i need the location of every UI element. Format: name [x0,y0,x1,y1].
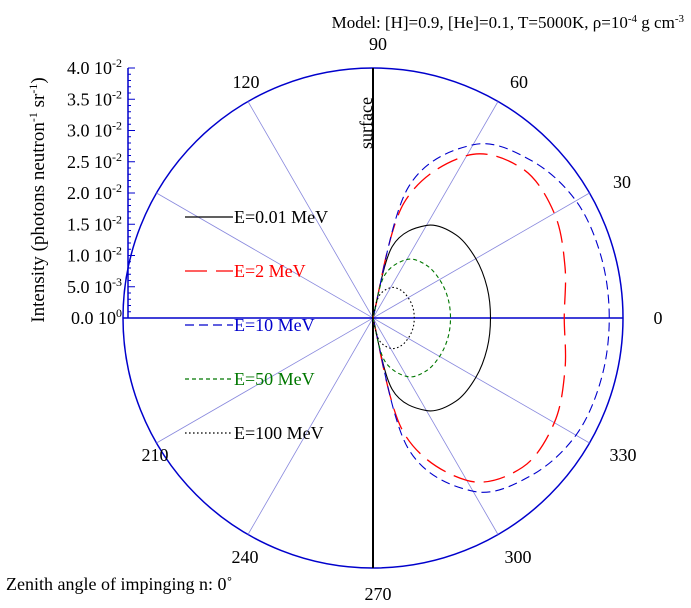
legend-label-1: E=2 MeV [234,261,306,281]
angle-label-120: 120 [233,72,260,92]
radial-tick-label: 1.0 10-2 [67,244,122,266]
angle-label-240: 240 [232,547,259,567]
series-curve-4 [372,286,415,350]
radial-tick-label: 1.5 10-2 [67,212,122,234]
zenith-angle-footer: Zenith angle of impinging n: 0˚ [6,574,232,594]
angle-label-60: 60 [510,72,528,92]
angle-label-210: 210 [142,445,169,465]
legend-label-2: E=10 MeV [234,315,315,335]
radial-axis: 0.0 100 5.0 10-3 1.0 10-2 1.5 10-2 2.0 10-2 2… [67,56,135,328]
legend: E=0.01 MeV E=2 MeV E=10 MeV E=50 MeV E=100 M… [185,207,328,443]
radial-tick-label: 2.0 10-2 [67,181,122,203]
series-curve-1 [372,153,567,483]
legend-label-3: E=50 MeV [234,369,315,389]
series-curve-2 [372,143,610,493]
angle-label-330: 330 [610,445,637,465]
angle-label-30: 30 [613,172,631,192]
radial-tick-label: 0.0 100 [71,306,122,328]
radial-tick-label: 3.5 10-2 [67,87,122,109]
angle-label-0: 0 [654,308,663,328]
radial-tick-label: 2.5 10-2 [67,150,122,172]
angle-label-90: 90 [369,34,387,54]
y-axis-label: Intensity (photons neutron-1 sr-1) [26,77,49,322]
radial-tick-label: 3.0 10-2 [67,119,122,141]
series-curve-0 [372,224,492,412]
legend-label-0: E=0.01 MeV [234,207,328,227]
radial-tick-label: 5.0 10-3 [67,275,122,297]
radial-tick-label: 4.0 10-2 [67,56,122,78]
angle-label-300: 300 [505,547,532,567]
chart-title: Model: [H]=0.9, [He]=0.1, T=5000K, ρ=10-… [332,13,685,32]
angle-label-270: 270 [365,584,392,604]
series-curve-3 [372,258,452,378]
legend-label-4: E=100 MeV [234,423,324,443]
surface-label: surface [356,97,376,149]
series-curves [372,143,610,493]
